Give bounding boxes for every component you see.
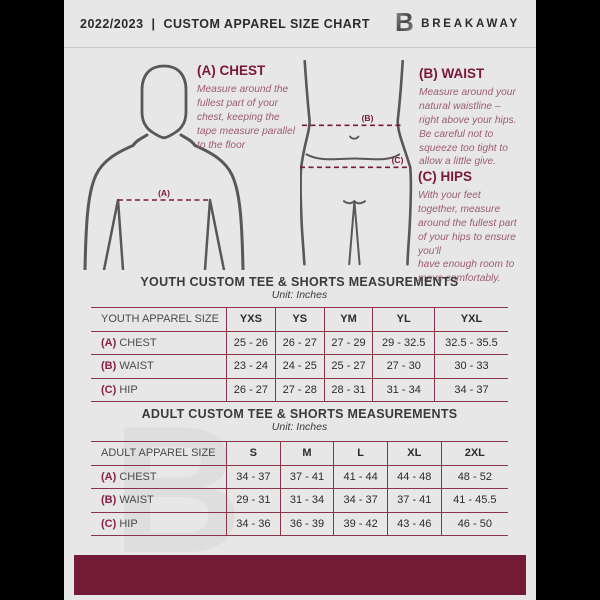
svg-text:(C): (C) xyxy=(392,155,404,165)
svg-text:(A): (A) xyxy=(158,188,170,198)
svg-text:B: B xyxy=(395,11,414,37)
svg-text:(B): (B) xyxy=(362,113,374,123)
